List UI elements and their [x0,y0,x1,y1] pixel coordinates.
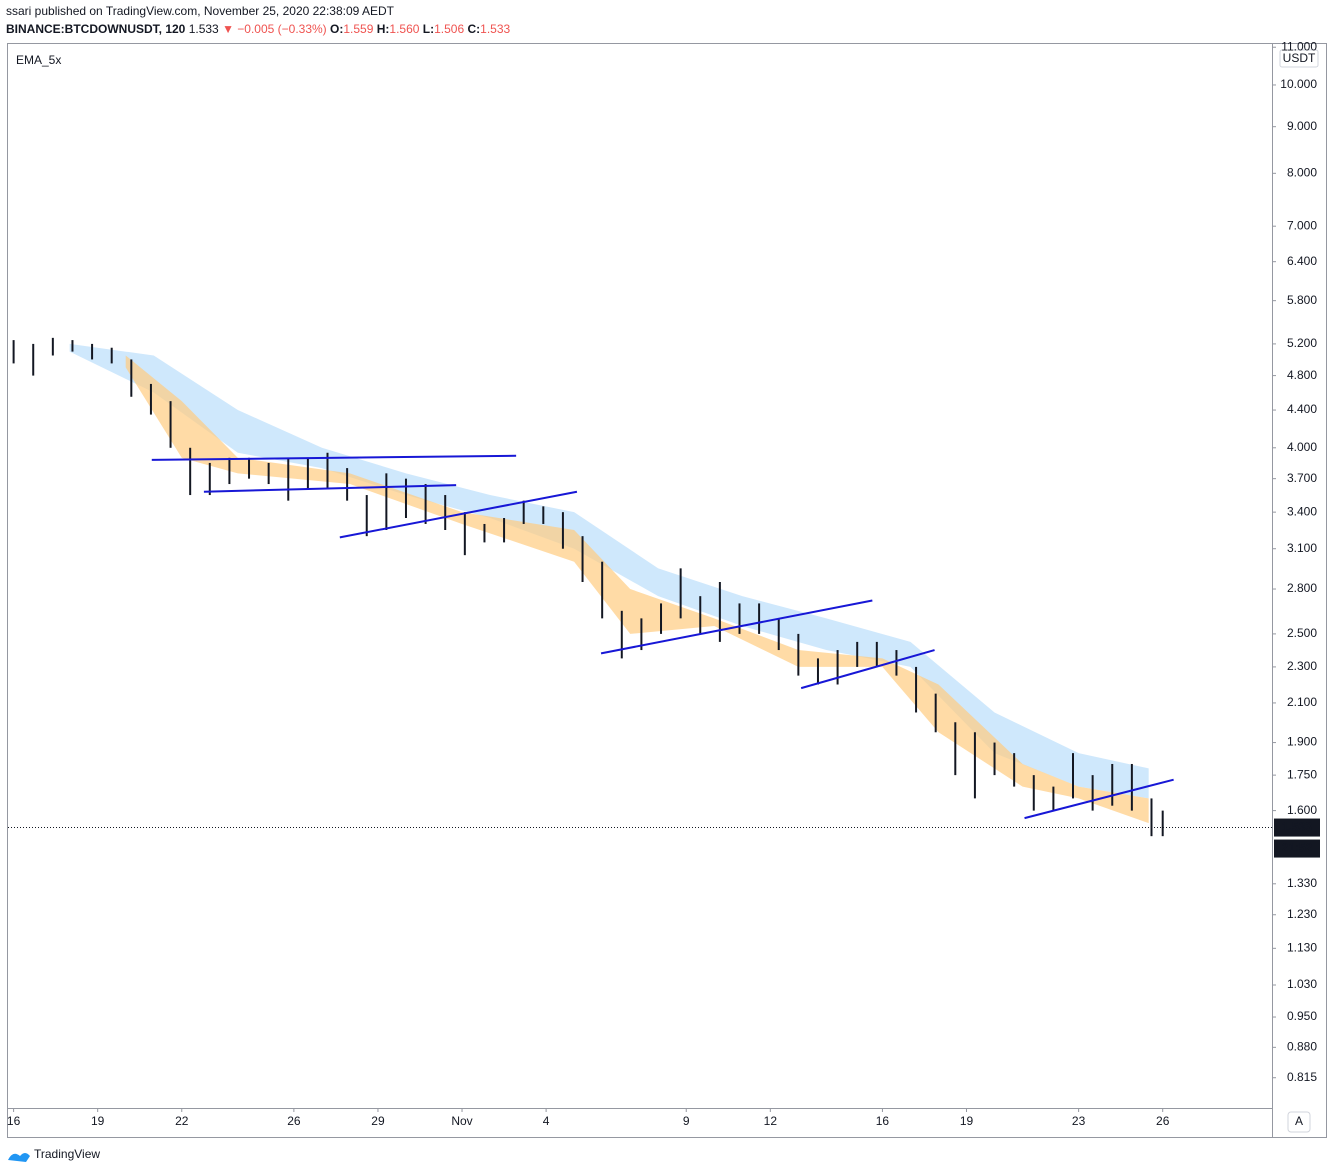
y-tick-label: 1.030 [1287,977,1317,991]
y-tick-label: 10.000 [1280,77,1317,91]
y-tick-label: 11.000 [1281,39,1317,53]
x-tick-label: 4 [543,1114,550,1128]
price: 1.533 [189,22,219,36]
y-tick-label: 5.800 [1287,293,1317,307]
frame [7,43,1327,1138]
l-value: 1.506 [434,22,464,36]
symbol: BINANCE:BTCDOWNUSDT, 120 [6,22,186,36]
x-tick-label: Nov [451,1114,472,1128]
y-tick-label: 5.200 [1287,336,1317,350]
header-line: BINANCE:BTCDOWNUSDT, 120 1.533 ▼ −0.005 … [6,22,511,36]
y-tick-label: 1.330 [1287,876,1317,890]
x-tick-label: 29 [371,1114,385,1128]
y-tick-label: 7.000 [1287,218,1317,232]
y-tick-label: 4.800 [1287,368,1317,382]
y-tick-label: 9.000 [1287,119,1317,133]
auto-scale-label[interactable]: A [1295,1114,1303,1128]
y-tick-label: 0.880 [1287,1040,1317,1054]
y-tick-label: 2.800 [1287,581,1317,595]
x-tick-label: 19 [91,1114,105,1128]
currency-box [1279,49,1319,68]
countdown-box [1274,839,1320,858]
y-tick-label: 3.100 [1287,541,1317,555]
y-tick-label: 3.700 [1287,471,1317,485]
y-tick-label: 1.130 [1287,940,1317,954]
change: ▼ −0.005 (−0.33%) [222,22,327,36]
published-line: ssari published on TradingView.com, Nove… [6,4,395,18]
trendline [1024,778,1174,820]
ema-band [125,355,1149,824]
x-tick-label: 16 [7,1114,21,1128]
y-tick-label: 4.400 [1287,402,1317,416]
trendline [800,649,935,690]
o-value: 1.559 [343,22,373,36]
x-tick-label: 9 [683,1114,690,1128]
y-tick-label: 2.300 [1287,659,1317,673]
last-price-label: 1.533 [1282,820,1312,834]
l-label: L: [423,22,434,36]
y-tick-label: 3.400 [1287,504,1317,518]
trendline [203,484,457,493]
y-tick-label: 2.500 [1287,626,1317,640]
c-label: C: [467,22,480,36]
y-tick-label: 1.900 [1287,735,1317,749]
y-tick-label: 1.230 [1287,907,1317,921]
x-tick-label: 26 [287,1114,301,1128]
logo-icon [8,1153,30,1162]
y-tick-label: 4.000 [1287,440,1317,454]
h-value: 1.560 [389,22,419,36]
y-tick-label: 1.750 [1287,767,1317,781]
y-tick-label: 0.815 [1287,1070,1317,1084]
x-tick-label: 26 [1156,1114,1170,1128]
auto-scale-button[interactable] [1287,1111,1311,1133]
y-tick-label: 8.000 [1287,165,1317,179]
trendline [600,599,873,655]
y-tick-label: 1.600 [1287,803,1317,817]
trendline [151,454,517,461]
y-tick-label: 2.100 [1287,695,1317,709]
countdown-label: 21:52 [1282,841,1313,855]
x-tick-label: 12 [764,1114,778,1128]
h-label: H: [377,22,390,36]
logo-text: TradingView [34,1147,100,1161]
x-tick-label: 19 [960,1114,974,1128]
c-value: 1.533 [480,22,510,36]
indicator-label: EMA_5x [16,53,61,67]
o-label: O: [330,22,343,36]
trendline [339,490,578,539]
y-tick-label: 6.400 [1287,254,1317,268]
currency: USDT [1283,51,1316,65]
x-tick-label: 16 [876,1114,890,1128]
x-tick-label: 22 [175,1114,189,1128]
y-tick-label: 0.950 [1287,1009,1317,1023]
last-price-box [1274,818,1320,837]
x-tick-label: 23 [1072,1114,1086,1128]
plot [12,337,1174,837]
